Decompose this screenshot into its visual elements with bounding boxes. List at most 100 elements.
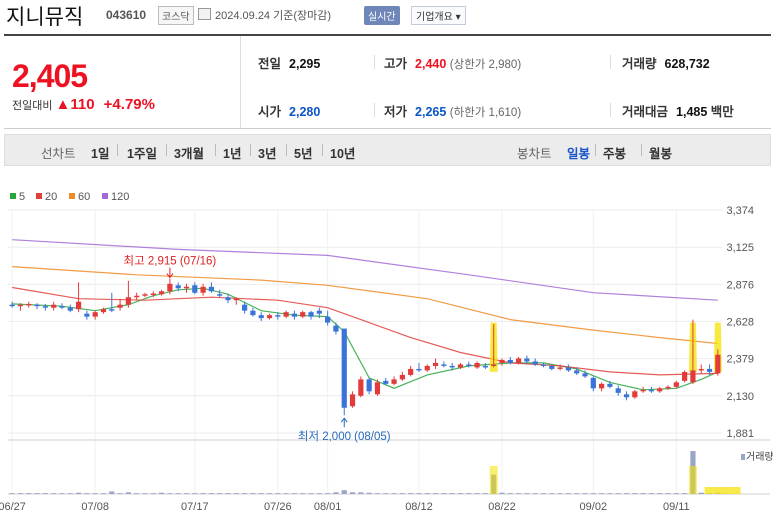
candle <box>524 358 530 362</box>
volume-bar <box>374 493 381 494</box>
volume-bar <box>217 493 223 494</box>
candle <box>408 368 414 375</box>
x-tick-label: 07/26 <box>264 501 292 513</box>
period-3y[interactable]: 3년 <box>258 147 277 161</box>
candle-weekly[interactable]: 주봉 <box>603 147 627 161</box>
volume-bar <box>183 493 190 494</box>
candle <box>300 312 306 317</box>
volume-bar <box>291 493 298 494</box>
ma-line-20 <box>12 286 718 376</box>
volume-bar <box>325 493 331 494</box>
volume-bar <box>67 493 73 494</box>
ma-legend-label-120: 120 <box>111 191 129 203</box>
volume-highlight <box>688 466 697 494</box>
volume-bar <box>316 493 322 494</box>
y-tick-label: 2,379 <box>726 354 754 366</box>
volume-bar <box>208 493 215 494</box>
volume-bar <box>366 492 372 494</box>
volume-bar <box>84 493 90 494</box>
candle <box>349 394 356 407</box>
volume-bar <box>250 493 256 494</box>
volume-bar <box>158 492 165 494</box>
candle <box>540 364 547 366</box>
volume-bar <box>17 493 24 494</box>
period-5y[interactable]: 5년 <box>294 147 313 161</box>
candle <box>632 391 638 398</box>
candle <box>590 377 596 389</box>
period-3m[interactable]: 3개월 <box>174 147 204 161</box>
volume-bar <box>408 493 414 494</box>
candle <box>673 382 679 387</box>
candle <box>491 364 497 366</box>
candle <box>432 362 439 366</box>
ma-legend-label-5: 5 <box>19 191 25 203</box>
volume-bar <box>515 493 522 494</box>
volume-bar <box>557 493 563 494</box>
change-label: 전일대비 <box>12 100 53 112</box>
ma-line-60 <box>12 266 718 345</box>
ma-legend-label-60: 60 <box>78 191 90 203</box>
volume-bar <box>233 493 239 494</box>
candle <box>657 388 663 392</box>
x-tick-label: 09/02 <box>580 501 608 513</box>
candle <box>424 365 430 371</box>
period-1y[interactable]: 1년 <box>223 147 242 161</box>
candle <box>59 306 65 308</box>
candle <box>291 313 298 317</box>
candle-daily[interactable]: 일봉 <box>567 147 591 161</box>
volume-bar <box>258 493 264 494</box>
candle <box>308 312 314 317</box>
volume-bar <box>698 492 704 494</box>
y-tick-label: 2,130 <box>726 391 754 403</box>
candle <box>341 328 347 408</box>
up-arrow-icon: ▲ <box>55 96 71 113</box>
candle <box>648 389 655 392</box>
volume-bar <box>308 493 314 494</box>
realtime-button[interactable]: 실시간 <box>364 6 400 25</box>
candle <box>242 304 248 311</box>
volume-bar <box>532 493 538 494</box>
volume-bar <box>524 493 530 494</box>
candle <box>582 373 588 377</box>
y-tick-label: 1,881 <box>726 428 754 440</box>
volume-bar <box>150 493 156 494</box>
candle <box>698 368 704 371</box>
candle <box>258 315 264 319</box>
company-overview-dropdown[interactable]: 기업개요 ▾ <box>411 6 466 25</box>
volume-bar <box>266 493 273 494</box>
volume-bar <box>26 493 32 494</box>
volume-bar <box>341 490 347 494</box>
candle <box>565 367 572 371</box>
change-value: 110 <box>70 96 95 113</box>
volume-bar <box>192 493 198 494</box>
volume-bar <box>383 493 389 494</box>
candle <box>416 368 422 371</box>
candle <box>150 293 156 295</box>
volume-bar <box>507 493 513 494</box>
ma-legend-swatch-20 <box>36 193 42 199</box>
volume-legend-swatch <box>741 454 745 460</box>
candle <box>366 379 372 392</box>
candle <box>42 306 48 308</box>
volume-bar <box>391 493 397 494</box>
candle <box>192 285 198 293</box>
candle-monthly[interactable]: 월봉 <box>649 147 673 161</box>
quote-summary: 2,405 전일대비 ▲110 +4.79% 전일 2,295 고가 2,440 (… <box>4 34 771 129</box>
high-arrowhead <box>166 273 174 279</box>
candle <box>275 315 281 317</box>
candle <box>109 309 115 311</box>
period-10y[interactable]: 10년 <box>330 147 356 161</box>
change-percent: +4.79% <box>103 96 155 113</box>
candle <box>167 283 173 292</box>
volume-bar <box>574 493 580 494</box>
candle <box>67 307 73 311</box>
candle <box>134 295 140 298</box>
period-1d[interactable]: 1일 <box>91 147 110 161</box>
ma-line-5 <box>12 287 719 391</box>
volume-bar <box>200 493 206 494</box>
candle <box>441 364 447 366</box>
x-tick-label: 09/11 <box>663 501 690 513</box>
period-1w[interactable]: 1주일 <box>127 147 157 161</box>
chart-period-bar: 선차트 1일 1주일 3개월 1년 3년 5년 10년 봉차트 일봉 주봉 월봉 <box>4 134 771 166</box>
ma-legend-swatch-120 <box>102 193 108 199</box>
